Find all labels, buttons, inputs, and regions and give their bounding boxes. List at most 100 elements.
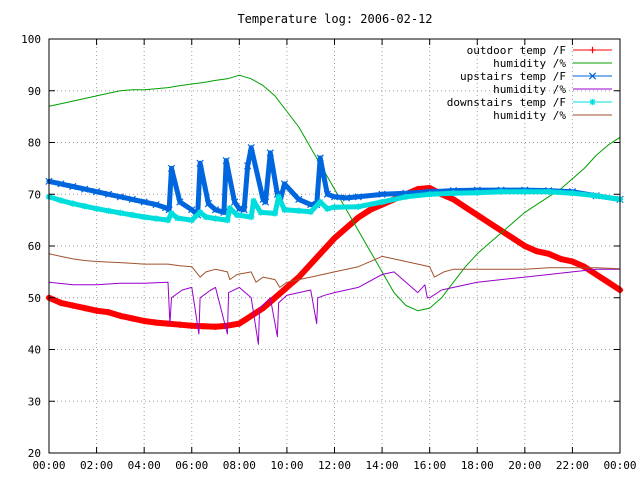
marker-stroke: [248, 214, 255, 220]
data-point: [604, 279, 612, 286]
chart-title: Temperature log: 2006-02-12: [237, 12, 432, 26]
data-point: [280, 180, 289, 188]
data-point: [248, 213, 255, 221]
marker-stroke: [92, 188, 101, 196]
marker-stroke: [81, 185, 89, 193]
marker-stroke: [331, 204, 338, 211]
data-point: [450, 190, 457, 197]
grid-lines: [49, 39, 620, 453]
data-point: [176, 321, 184, 328]
data-point: [222, 156, 230, 165]
data-point: [581, 263, 588, 270]
data-point: [212, 215, 219, 222]
data-point: [402, 193, 410, 201]
data-point: [224, 216, 231, 224]
marker-stroke: [222, 156, 230, 165]
axis-ticks: 20 30 40 50 60 70 80 90 100 00:00 02:00 04:00 06:00 0…: [21, 33, 636, 472]
data-point: [569, 190, 576, 197]
data-point: [104, 190, 113, 198]
marker-stroke: [273, 190, 282, 198]
marker-stroke: [140, 198, 148, 206]
legend-item: outdoor temp /F: [467, 44, 612, 57]
data-point: [168, 210, 175, 217]
data-point: [545, 188, 552, 195]
data-point: [233, 211, 241, 219]
data-point: [69, 302, 76, 309]
data-point: [105, 309, 112, 316]
marker-stroke: [272, 210, 278, 217]
data-point: [117, 209, 124, 217]
marker-stroke: [342, 194, 351, 202]
data-point: [152, 200, 160, 209]
x-tick-label: 10:00: [270, 459, 303, 472]
marker-stroke: [498, 188, 504, 195]
data-point: [497, 188, 505, 195]
marker-stroke: [379, 199, 385, 205]
x-tick-label: 08:00: [223, 459, 256, 472]
data-point: [283, 284, 291, 291]
marker-stroke: [355, 203, 362, 210]
data-point: [69, 182, 77, 191]
marker-stroke: [295, 207, 302, 214]
marker-stroke: [323, 190, 331, 198]
data-point: [295, 195, 303, 204]
data-point: [212, 323, 219, 330]
marker-stroke: [58, 197, 64, 204]
series-line: [48, 253, 621, 288]
data-point: [81, 304, 88, 312]
x-tick-label: 12:00: [318, 459, 351, 472]
marker-stroke: [230, 198, 239, 206]
marker-stroke: [378, 190, 386, 198]
data-point: [593, 271, 600, 278]
data-point: [57, 197, 65, 204]
legend-label: humidity /%: [493, 57, 566, 70]
data-point: [331, 203, 338, 211]
marker-stroke: [354, 193, 362, 201]
data-point: [248, 312, 255, 320]
marker-stroke: [141, 214, 147, 220]
marker-stroke: [204, 199, 213, 208]
data-point: [167, 164, 176, 172]
marker-stroke: [450, 190, 457, 197]
data-point: [426, 191, 433, 198]
data-point: [281, 206, 288, 213]
series-3: [45, 144, 624, 219]
x-tick-label: 16:00: [413, 459, 446, 472]
data-point: [331, 235, 338, 242]
data-point: [140, 213, 148, 221]
marker-stroke: [266, 149, 274, 157]
y-tick-label: 30: [28, 395, 41, 408]
marker-stroke: [307, 200, 315, 209]
data-point: [343, 224, 350, 232]
x-tick-label: 22:00: [556, 459, 589, 472]
data-point: [485, 219, 493, 226]
marker-stroke: [426, 191, 433, 198]
data-point: [257, 209, 264, 216]
marker-stroke: [588, 72, 597, 80]
legend-label: humidity /%: [493, 109, 566, 122]
marker-stroke: [234, 212, 240, 218]
marker-stroke: [226, 205, 233, 212]
data-point: [355, 203, 362, 210]
x-tick-label: 18:00: [461, 459, 494, 472]
marker-stroke: [307, 209, 314, 215]
data-point: [129, 211, 136, 219]
series-5: [45, 188, 624, 224]
data-point: [366, 206, 374, 213]
marker-stroke: [589, 99, 596, 105]
legend-item: upstairs temp /F: [460, 70, 612, 83]
y-tick-label: 70: [28, 188, 41, 201]
data-point: [152, 319, 160, 326]
marker-stroke: [168, 210, 175, 217]
data-point: [378, 190, 386, 198]
marker-stroke: [275, 194, 282, 200]
marker-stroke: [174, 215, 181, 221]
data-point: [271, 294, 279, 301]
legend-marker: [589, 46, 596, 54]
marker-stroke: [593, 192, 600, 199]
y-tick-label: 60: [28, 240, 41, 253]
marker-stroke: [244, 162, 252, 170]
y-tick-label: 80: [28, 137, 41, 150]
